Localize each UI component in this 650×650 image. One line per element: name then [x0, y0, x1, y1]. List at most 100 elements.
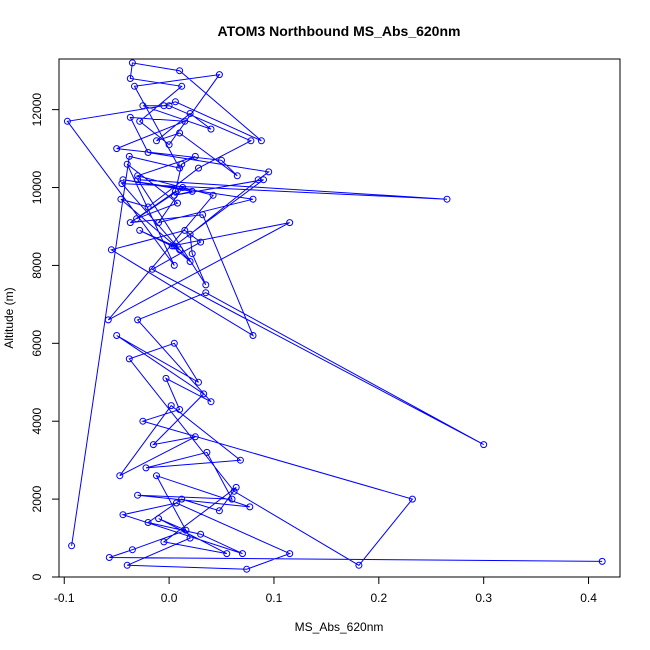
- data-point: [104, 316, 112, 324]
- data-point: [165, 102, 173, 110]
- data-point: [182, 526, 190, 534]
- data-point: [215, 71, 223, 79]
- y-axis: 0 2000 4000 6000 8000 10000 12000: [30, 93, 60, 580]
- data-point: [355, 561, 363, 569]
- data-point: [181, 117, 189, 125]
- data-point: [257, 137, 265, 145]
- data-point: [168, 242, 176, 250]
- y-tick-label: 12000: [30, 93, 44, 127]
- data-point: [176, 406, 184, 413]
- data-point: [131, 82, 138, 90]
- data-point: [113, 145, 121, 153]
- data-point: [68, 542, 76, 550]
- data-point: [195, 164, 202, 172]
- data-point: [232, 483, 240, 491]
- data-point: [155, 515, 163, 523]
- data-point: [176, 246, 184, 254]
- data-point: [107, 246, 115, 254]
- data-point: [136, 117, 144, 125]
- x-tick-label: -0.1: [54, 591, 75, 605]
- data-point: [207, 125, 215, 133]
- data-point: [215, 507, 223, 515]
- data-point: [186, 258, 194, 265]
- data-point: [236, 456, 244, 464]
- y-tick-label: 10000: [30, 171, 44, 205]
- data-point: [128, 59, 136, 67]
- data-point: [123, 561, 131, 569]
- data-point: [165, 141, 173, 149]
- data-point: [186, 110, 194, 117]
- data-point: [249, 332, 257, 339]
- data-point: [153, 137, 160, 145]
- data-point: [162, 374, 170, 382]
- data-point: [136, 226, 144, 234]
- data-point: [181, 226, 189, 234]
- data-point: [176, 164, 184, 172]
- data-point: [142, 464, 150, 472]
- y-tick-label: 8000: [30, 252, 44, 279]
- data-point: [598, 557, 606, 565]
- data-point: [117, 195, 125, 203]
- data-point: [207, 398, 215, 406]
- data-point: [202, 281, 210, 289]
- data-point: [126, 219, 134, 227]
- y-tick-label: 2000: [30, 485, 44, 512]
- data-point: [63, 117, 71, 125]
- data-point: [171, 187, 179, 195]
- data-point: [178, 160, 186, 168]
- data-point: [249, 195, 257, 203]
- data-point: [133, 215, 141, 223]
- data-point: [203, 448, 211, 456]
- data-point: [118, 180, 126, 188]
- data-point: [134, 176, 142, 184]
- data-point: [172, 499, 180, 507]
- data-point: [134, 172, 142, 180]
- series-layer: [63, 59, 606, 573]
- data-point: [178, 82, 186, 90]
- data-point: [170, 242, 178, 250]
- data-point: [223, 550, 231, 558]
- data-point: [174, 199, 181, 207]
- data-point: [144, 149, 152, 156]
- data-point: [125, 355, 133, 363]
- data-point: [128, 546, 136, 554]
- data-point: [202, 289, 210, 297]
- series-line: [66, 62, 603, 570]
- data-point: [188, 250, 196, 258]
- data-point: [228, 495, 236, 503]
- data-point: [176, 67, 184, 75]
- data-point: [134, 491, 142, 499]
- x-axis-label: MS_Abs_620nm: [295, 620, 384, 634]
- data-point: [186, 534, 194, 542]
- data-point: [105, 554, 113, 561]
- data-point: [113, 332, 121, 339]
- data-point: [197, 530, 205, 538]
- data-point: [209, 191, 217, 199]
- data-point: [286, 550, 294, 558]
- data-point: [119, 176, 127, 184]
- data-point: [239, 550, 246, 558]
- data-point: [408, 495, 416, 503]
- data-point: [134, 316, 142, 324]
- data-point: [160, 538, 168, 546]
- data-point: [171, 98, 179, 106]
- data-point: [144, 203, 152, 211]
- data-point: [119, 511, 127, 519]
- data-point: [139, 417, 147, 425]
- y-tick-label: 6000: [30, 330, 44, 357]
- data-point: [218, 156, 225, 164]
- data-point: [443, 195, 451, 203]
- data-point: [125, 152, 133, 160]
- data-point: [153, 472, 160, 480]
- data-point: [191, 152, 199, 160]
- data-point: [123, 160, 131, 168]
- data-point: [480, 441, 488, 449]
- data-point: [139, 102, 147, 110]
- data-point: [233, 172, 241, 180]
- data-point: [144, 519, 152, 526]
- data-point: [286, 219, 294, 227]
- data-point: [149, 441, 157, 449]
- data-point: [246, 503, 254, 511]
- data-point: [191, 433, 199, 441]
- y-tick-label: 0: [30, 573, 44, 580]
